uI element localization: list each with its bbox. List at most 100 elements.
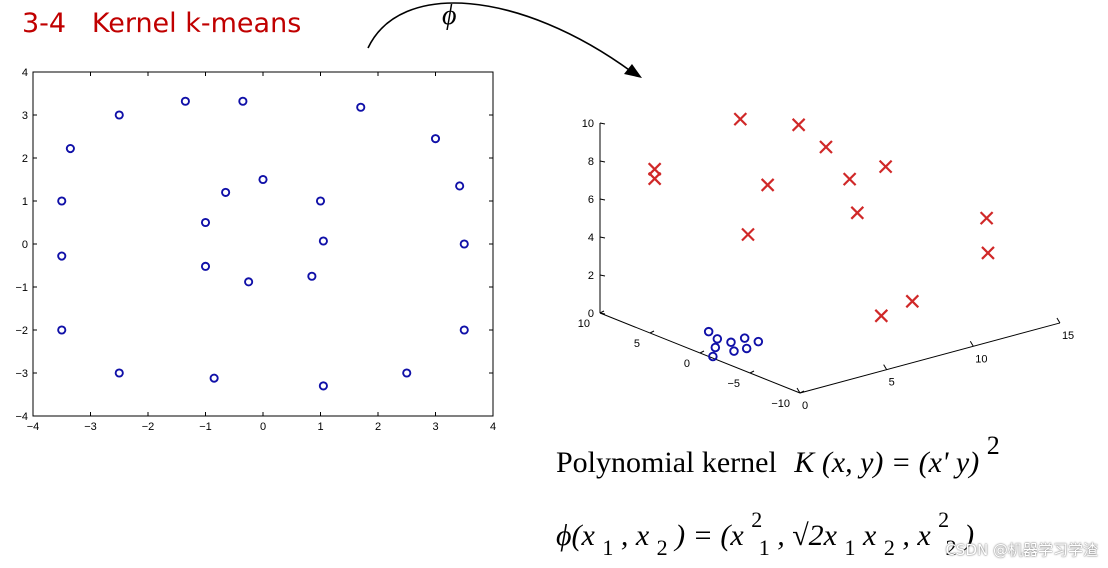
y3d-tick-mark [699,350,705,354]
data-point [315,196,326,206]
formula-phi-sub-b1: 1 [845,535,856,560]
x3d-tick-label: 5 [889,377,895,389]
data-point [65,143,75,154]
plot-3d-axes [599,123,1061,394]
plot-2d-frame [32,71,494,417]
plot-3d-points [647,112,995,362]
cross-stroke [760,178,775,192]
data-point-cross [741,227,755,242]
data-point [114,368,124,378]
z3d-tick-label: 8 [588,156,594,168]
formula-phi-sub-a: 1 [759,535,770,560]
formula-kernel-K: K [793,446,816,479]
cross-stroke [842,172,857,186]
data-point [200,261,211,271]
data-point-circle [739,333,750,343]
cross-stroke [733,112,748,126]
x3d-tick-label: 10 [975,353,987,365]
formula-phi-sub2: 2 [657,535,668,560]
z3d-tick-label: 10 [582,118,594,130]
formula-phi-close: ) [962,519,974,552]
z3d-tick-mark [599,312,606,315]
cross-stroke [979,211,994,225]
y3d-tick-label: 10 [578,318,590,330]
cross-stroke [874,309,889,323]
data-point-cross [981,246,995,260]
data-point-circle [703,326,714,337]
data-point [57,325,67,335]
data-point [200,217,211,228]
x3d-tick-mark [969,341,974,347]
cross-stroke [791,118,806,132]
data-point [318,381,328,391]
z3d-tick-mark [599,274,606,277]
phi-symbol: ϕ [442,0,457,31]
x-tick-label: 0 [260,421,266,433]
z3d-tick-mark [599,122,606,125]
data-point [57,251,67,261]
mapping-arrow [367,2,642,78]
x3d-tick-mark [1056,317,1061,324]
x-tick-label: −1 [199,421,212,433]
formula-kernel-args: (x, y) = (x' y) [822,446,979,479]
data-point [244,277,254,287]
formula-kernel-label: Polynomial kernel [556,446,777,479]
y3d-tick-label: 0 [684,358,690,370]
z3d-tick-mark [599,198,606,201]
data-point [356,102,366,112]
data-point [258,174,268,185]
y-tick-label: −2 [15,325,28,337]
z3d-tick-label: 4 [588,232,594,244]
data-point-cross [878,159,893,174]
x-tick-label: −4 [27,421,40,433]
cross-stroke [905,294,920,309]
y-tick-label: 2 [22,153,28,165]
formula-phi-sub1: 1 [602,535,613,560]
data-point-cross [733,112,748,126]
cross-stroke [647,171,662,186]
cross-stroke [850,206,865,220]
data-point-circle [726,337,736,348]
z3d-tick-label: 6 [588,194,594,206]
data-point [430,134,441,144]
data-point-cross [979,211,994,225]
formula-phi-sub-c: 2 [946,535,957,560]
y-tick-label: 3 [22,110,28,122]
data-point-circle [729,346,739,356]
y3d-tick-label: −5 [727,378,740,390]
data-point-cross [905,294,920,309]
formula-phi-sqrt: , √2x [777,519,837,552]
y3d-tick-mark [749,370,755,374]
cross-stroke [741,227,755,242]
x-tick-label: 2 [375,421,381,433]
cross-stroke [981,246,995,260]
formula-phi-sup-a: 2 [751,507,762,532]
x-tick-label: −3 [84,421,97,433]
x3d-tick-label: 15 [1062,330,1074,342]
data-point [307,271,317,281]
formula-phi-mid: ) = (x [673,519,744,552]
mapping-arrow-head [624,64,642,78]
z3d-tick-mark [599,236,606,239]
y-tick-label: −1 [15,282,28,294]
formula-phi: ϕ(x 1 , x 2 ) = (x 2 1 , √2x 1 x 2 , x 2… [556,501,974,562]
formula-phi-comma2: , x [902,519,931,552]
data-point-circle [710,342,721,353]
data-point-cross [760,178,775,192]
data-point [459,239,469,249]
data-point-circle [753,336,764,347]
data-point-cross [647,171,662,186]
y3d-tick-label: 5 [634,338,640,350]
data-point-cross [842,172,857,186]
x-tick-label: 1 [317,421,323,433]
y-tick-label: 1 [22,196,28,208]
data-point-circle [741,343,752,354]
data-point [402,368,412,378]
x3d-tick-mark [796,387,801,394]
data-point-circle [708,351,718,362]
y3d-tick-mark [799,390,805,394]
z3d-tick-label: 0 [588,308,594,320]
data-point-cross [850,206,865,220]
